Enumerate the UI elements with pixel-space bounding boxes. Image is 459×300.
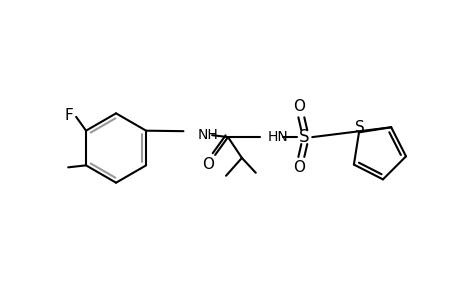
Text: HN: HN bbox=[267, 130, 288, 144]
Text: O: O bbox=[202, 158, 214, 172]
Text: F: F bbox=[65, 108, 73, 123]
Text: NH: NH bbox=[197, 128, 218, 142]
Text: S: S bbox=[354, 120, 364, 135]
Text: O: O bbox=[293, 99, 305, 114]
Text: S: S bbox=[298, 128, 309, 146]
Text: O: O bbox=[293, 160, 305, 175]
